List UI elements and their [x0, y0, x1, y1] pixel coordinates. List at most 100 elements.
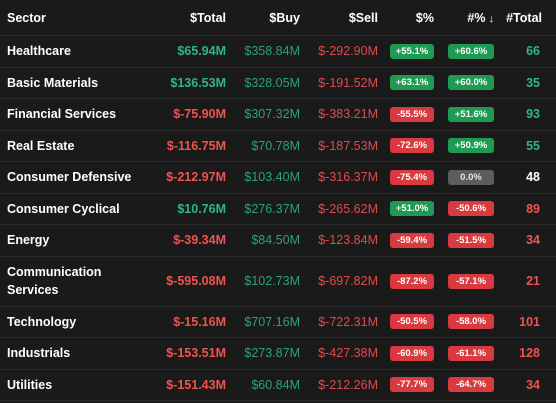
count-value: 34 [526, 377, 540, 392]
sell-value: $-316.37M [318, 170, 378, 185]
pct-badge: +51.0% [390, 201, 434, 217]
pct-badge: -77.7% [390, 377, 434, 393]
pct-cell: +51.0% [378, 201, 434, 217]
pct-cell: -77.7% [378, 377, 434, 393]
pct-count-badge: -57.1% [448, 273, 494, 289]
sector-name: Real Estate [7, 138, 75, 153]
buy-value: $84.50M [251, 233, 300, 248]
pct-cell: +55.1% [378, 43, 434, 59]
pct-cell: -72.6% [378, 138, 434, 154]
column-header-count-label: #Total [506, 10, 542, 25]
column-header-sell[interactable]: $Sell [300, 11, 378, 25]
sector-name: Industrials [7, 346, 71, 361]
total-value: $10.76M [177, 201, 226, 216]
column-header-pct[interactable]: $% [378, 11, 434, 25]
sell-value: $-697.82M [318, 274, 378, 288]
sort-descending-icon: ↓ [488, 12, 495, 25]
count-value: 34 [526, 233, 540, 248]
pct-count-badge: +60.0% [448, 75, 494, 91]
pct-count-badge: -61.1% [448, 345, 494, 361]
table-row[interactable]: Consumer Defensive $-212.97M $103.40M $-316… [0, 162, 556, 194]
table-header: Sector $Total $Buy $Sell $% #% ↓ #Total [0, 0, 556, 36]
total-value: $-75.90M [173, 107, 226, 122]
buy-value: $103.40M [244, 170, 300, 185]
count-value: 21 [526, 274, 540, 288]
column-header-pct-label: $% [415, 10, 434, 25]
table-row[interactable]: Consumer Cyclical $10.76M $276.37M $-265.62… [0, 194, 556, 225]
pct-count-badge: -51.5% [448, 232, 494, 248]
column-header-pct-count-label: #% [467, 10, 486, 25]
count-value: 128 [519, 346, 540, 361]
sector-name: Basic Materials [7, 75, 99, 90]
pct-cell: -55.5% [378, 106, 434, 122]
table-row[interactable]: Healthcare $65.94M $358.84M $-292.90M +55.1%… [0, 36, 556, 68]
table-row[interactable]: Communication Services $-595.08M $102.73M $… [0, 257, 556, 307]
pct-cell: +63.1% [378, 75, 434, 91]
pct-badge: +55.1% [390, 43, 434, 59]
buy-value: $102.73M [244, 274, 300, 288]
pct-badge: -75.4% [390, 169, 434, 185]
buy-value: $358.84M [244, 44, 300, 59]
table-row[interactable]: Utilities $-151.43M $60.84M $-212.26M -77.7%… [0, 370, 556, 401]
buy-value: $60.84M [251, 377, 300, 392]
pct-count-cell: -57.1% [434, 273, 494, 289]
total-value: $-151.43M [166, 377, 226, 392]
sell-value: $-722.31M [318, 314, 378, 329]
buy-value: $328.05M [244, 75, 300, 90]
table-row[interactable]: Technology $-15.16M $707.16M $-722.31M -50.5… [0, 307, 556, 338]
count-value: 48 [526, 170, 540, 185]
sector-name: Consumer Defensive [7, 170, 132, 185]
table-body: Healthcare $65.94M $358.84M $-292.90M +55.1%… [0, 36, 556, 401]
column-header-pct-count[interactable]: #% ↓ [434, 11, 494, 25]
count-value: 93 [526, 107, 540, 122]
total-value: $-153.51M [166, 346, 226, 361]
pct-count-cell: +50.9% [434, 138, 494, 154]
pct-cell: -50.5% [378, 314, 434, 330]
pct-badge: -72.6% [390, 138, 434, 154]
table-row[interactable]: Real Estate $-116.75M $70.78M $-187.53M -72.… [0, 131, 556, 162]
buy-value: $276.37M [244, 201, 300, 216]
sector-name: Consumer Cyclical [7, 201, 120, 216]
pct-count-cell: -51.5% [434, 232, 494, 248]
table-row[interactable]: Financial Services $-75.90M $307.32M $-383.… [0, 99, 556, 131]
total-value: $-116.75M [166, 138, 226, 153]
count-value: 101 [519, 314, 540, 329]
pct-count-cell: 0.0% [434, 169, 494, 185]
sell-value: $-191.52M [318, 75, 378, 90]
pct-badge: -87.2% [390, 273, 434, 289]
pct-count-cell: +51.6% [434, 106, 494, 122]
total-value: $-39.34M [173, 233, 226, 248]
pct-count-badge: 0.0% [448, 169, 494, 185]
table-row[interactable]: Energy $-39.34M $84.50M $-123.84M -59.4% -51.… [0, 225, 556, 257]
sector-name: Technology [7, 314, 77, 329]
table-row[interactable]: Industrials $-153.51M $273.87M $-427.38M -60… [0, 338, 556, 370]
sell-value: $-292.90M [318, 44, 378, 59]
table-row[interactable]: Basic Materials $136.53M $328.05M $-191.52M… [0, 68, 556, 99]
total-value: $-15.16M [173, 314, 226, 329]
pct-count-cell: -64.7% [434, 377, 494, 393]
sell-value: $-265.62M [318, 201, 378, 216]
pct-badge: -50.5% [390, 314, 434, 330]
pct-badge: -59.4% [390, 232, 434, 248]
column-header-buy[interactable]: $Buy [226, 11, 300, 25]
column-header-sector[interactable]: Sector [0, 9, 150, 27]
column-header-total[interactable]: $Total [150, 11, 226, 25]
column-header-buy-label: $Buy [269, 10, 300, 25]
column-header-total-label: $Total [190, 10, 226, 25]
pct-count-cell: -58.0% [434, 314, 494, 330]
pct-count-cell: -61.1% [434, 345, 494, 361]
pct-count-badge: +51.6% [448, 106, 494, 122]
pct-count-badge: -50.6% [448, 201, 494, 217]
pct-cell: -60.9% [378, 345, 434, 361]
sector-name: Communication Services [7, 265, 102, 297]
sector-name: Financial Services [7, 107, 117, 122]
pct-count-badge: -58.0% [448, 314, 494, 330]
sector-name: Healthcare [7, 44, 71, 59]
sell-value: $-123.84M [318, 233, 378, 248]
buy-value: $707.16M [244, 314, 300, 329]
column-header-sell-label: $Sell [348, 10, 378, 25]
sell-value: $-212.26M [318, 377, 378, 392]
column-header-count[interactable]: #Total [494, 11, 556, 25]
pct-count-cell: +60.6% [434, 43, 494, 59]
